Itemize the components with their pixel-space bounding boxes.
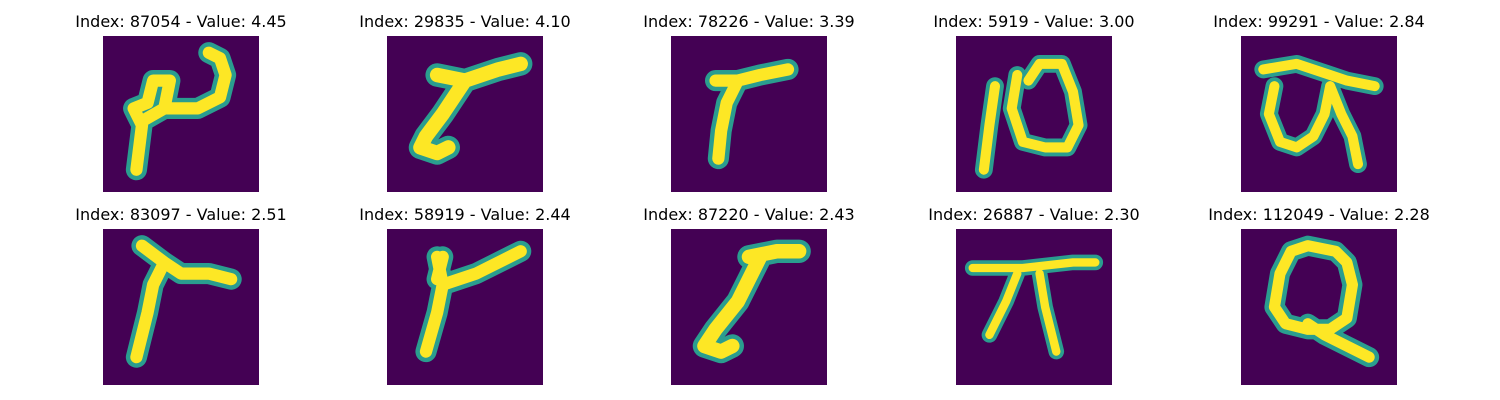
image-panel-6: Index: 83097 - Value: 2.51 <box>51 205 311 390</box>
panel-title: Index: 83097 - Value: 2.51 <box>75 205 287 224</box>
image-panel-8: Index: 87220 - Value: 2.43 <box>619 205 879 390</box>
glyph-svg <box>956 229 1112 385</box>
glyph-svg <box>671 36 827 192</box>
panel-title: Index: 58919 - Value: 2.44 <box>359 205 571 224</box>
glyph-image <box>956 36 1112 192</box>
glyph-image <box>103 229 259 385</box>
panel-title: Index: 5919 - Value: 3.00 <box>933 12 1135 31</box>
glyph-image <box>1241 36 1397 192</box>
glyph-svg <box>1241 229 1397 385</box>
image-panel-5: Index: 99291 - Value: 2.84 <box>1189 12 1449 197</box>
panel-title: Index: 112049 - Value: 2.28 <box>1208 205 1430 224</box>
glyph-image <box>387 36 543 192</box>
glyph-image <box>103 36 259 192</box>
image-panel-2: Index: 29835 - Value: 4.10 <box>335 12 595 197</box>
glyph-svg <box>103 36 259 192</box>
glyph-svg <box>387 36 543 192</box>
glyph-svg <box>1241 36 1397 192</box>
image-panel-7: Index: 58919 - Value: 2.44 <box>335 205 595 390</box>
image-panel-4: Index: 5919 - Value: 3.00 <box>904 12 1164 197</box>
glyph-image <box>1241 229 1397 385</box>
panel-title: Index: 78226 - Value: 3.39 <box>643 12 855 31</box>
glyph-svg <box>387 229 543 385</box>
panel-title: Index: 29835 - Value: 4.10 <box>359 12 571 31</box>
panel-title: Index: 87220 - Value: 2.43 <box>643 205 855 224</box>
image-panel-1: Index: 87054 - Value: 4.45 <box>51 12 311 197</box>
glyph-image <box>387 229 543 385</box>
glyph-svg <box>103 229 259 385</box>
glyph-svg <box>956 36 1112 192</box>
glyph-image <box>956 229 1112 385</box>
glyph-image <box>671 229 827 385</box>
image-panel-3: Index: 78226 - Value: 3.39 <box>619 12 879 197</box>
glyph-svg <box>671 229 827 385</box>
panel-title: Index: 99291 - Value: 2.84 <box>1213 12 1425 31</box>
glyph-image <box>671 36 827 192</box>
panel-title: Index: 26887 - Value: 2.30 <box>928 205 1140 224</box>
panel-title: Index: 87054 - Value: 4.45 <box>75 12 287 31</box>
image-panel-9: Index: 26887 - Value: 2.30 <box>904 205 1164 390</box>
image-panel-10: Index: 112049 - Value: 2.28 <box>1189 205 1449 390</box>
